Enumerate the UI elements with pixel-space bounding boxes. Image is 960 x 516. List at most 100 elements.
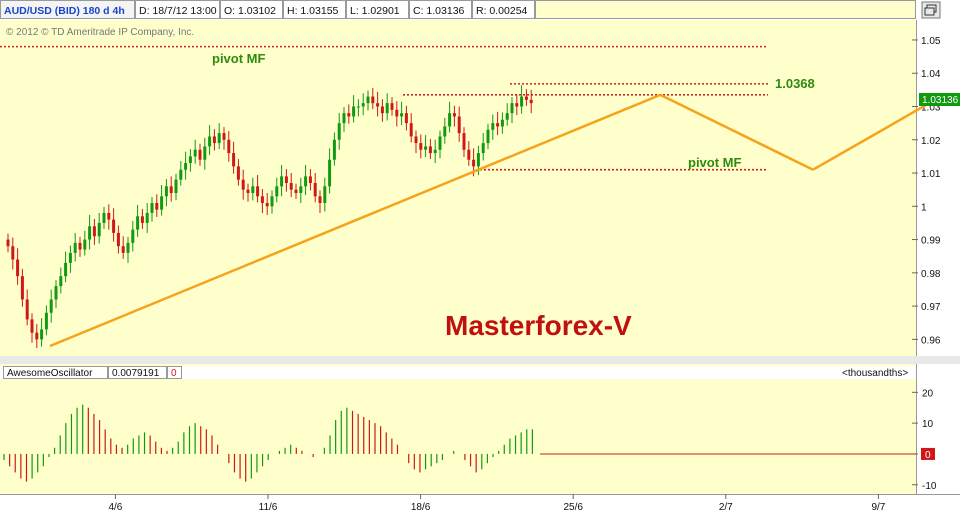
- candle-body: [385, 103, 389, 114]
- candle-body: [371, 96, 375, 104]
- candle-body: [35, 332, 39, 340]
- candle-body: [328, 159, 332, 187]
- low-readout: L: 1.02901: [350, 5, 400, 17]
- x-axis: [0, 494, 960, 516]
- price-tick-label: 1.04: [921, 69, 941, 80]
- indicator-value: 0.0079191: [112, 368, 160, 379]
- candle-body: [40, 329, 44, 340]
- candle-body: [145, 212, 149, 223]
- candle-body: [505, 113, 509, 120]
- oscillator-y-axis: 20100-100: [540, 388, 937, 492]
- copyright-notice: © 2012 © TD Ameritrade IP Company, Inc.: [6, 27, 194, 38]
- candle-body: [452, 113, 456, 117]
- x-tick-label: 9/7: [871, 502, 885, 513]
- candle-body: [184, 163, 188, 170]
- candle-body: [462, 133, 466, 150]
- candle-body: [414, 136, 418, 144]
- candle-body: [347, 113, 351, 117]
- candle-body: [217, 133, 221, 144]
- candle-body: [193, 149, 197, 157]
- candle-body: [476, 153, 480, 167]
- candle-body: [529, 99, 533, 104]
- level-label: 1.0368: [775, 76, 815, 91]
- trend-segment: [659, 93, 814, 171]
- candle-body: [208, 136, 212, 147]
- x-axis-ticks: 4/611/618/625/62/79/716/723/730/76/813/8: [108, 494, 886, 513]
- osc-zero-tag: [921, 447, 935, 460]
- candle-body: [486, 129, 490, 144]
- osc-tick-label: 10: [922, 419, 934, 430]
- candle-body: [126, 242, 130, 253]
- candle-body: [25, 299, 29, 320]
- price-tick-label: 1: [921, 202, 927, 213]
- x-tick-label: 4/6: [108, 502, 122, 513]
- candle-body: [164, 186, 168, 197]
- candle-body: [260, 196, 264, 203]
- candle-body: [222, 133, 226, 140]
- candle-body: [198, 149, 202, 160]
- candle-body: [491, 123, 495, 130]
- candle-body: [380, 106, 384, 114]
- last-price-tag: 1.03136: [919, 93, 960, 106]
- candle-body: [107, 212, 111, 220]
- restore-window-icon[interactable]: [921, 1, 941, 19]
- candle-body: [376, 103, 380, 107]
- oscillator-bars: [3, 404, 533, 482]
- candle-body: [136, 216, 140, 230]
- candle-body: [174, 179, 178, 193]
- oscillator-panel: AwesomeOscillator 0.0079191 0 <thousandt…: [0, 356, 960, 494]
- candle-body: [203, 146, 207, 160]
- pivot-levels: [0, 45, 768, 171]
- candle-body: [275, 186, 279, 197]
- open-readout: O: 1.03102: [224, 5, 276, 17]
- candle-body: [265, 202, 269, 207]
- candle-body: [481, 143, 485, 154]
- candle-body: [251, 186, 255, 193]
- candle-body: [323, 186, 327, 203]
- candle-body: [457, 116, 461, 134]
- price-tick-label: 0.97: [921, 302, 941, 313]
- candle-body: [131, 229, 135, 243]
- candle-body: [64, 262, 68, 277]
- candle-body: [318, 196, 322, 203]
- symbol-cell[interactable]: [0, 0, 135, 19]
- candle-body: [169, 186, 173, 193]
- candle-body: [428, 146, 432, 154]
- range-readout: R: 0.00254: [476, 5, 528, 17]
- last-price-value: 1.03136: [922, 95, 959, 106]
- pivot-right-label: pivot MF: [688, 155, 741, 170]
- candle-body: [366, 96, 370, 104]
- trend-lines: [49, 93, 945, 348]
- candle-body: [212, 136, 216, 144]
- watermark-text: Masterforex-V: [445, 310, 632, 341]
- trend-segment: [812, 93, 945, 171]
- candle-body: [44, 312, 48, 330]
- candle-body: [510, 103, 514, 114]
- x-tick-label: 18/6: [411, 502, 431, 513]
- candle-body: [448, 113, 452, 127]
- indicator-zero: 0: [171, 368, 177, 379]
- candle-body: [332, 139, 336, 160]
- indicator-name: AwesomeOscillator: [7, 368, 93, 379]
- candle-body: [390, 103, 394, 110]
- candle-body: [88, 226, 92, 240]
- candle-body: [424, 146, 428, 150]
- trend-segment: [49, 93, 661, 348]
- candle-body: [83, 239, 87, 250]
- price-tick-label: 1.03: [921, 102, 941, 113]
- candle-body: [30, 319, 34, 333]
- pivot-top-label: pivot MF: [212, 51, 265, 66]
- indicator-name-box[interactable]: [3, 366, 108, 379]
- price-y-axis: 1.05 1.04 1.03 1.02 1.01 1 0.99 0.98 0.97 0.96: [912, 36, 941, 346]
- candle-body: [433, 149, 437, 154]
- candle-body: [112, 219, 116, 233]
- candle-body: [443, 126, 447, 137]
- candle-body: [467, 149, 471, 160]
- indicator-unit: <thousandths>: [842, 368, 908, 379]
- candle-body: [419, 143, 423, 150]
- candle-body: [256, 186, 260, 197]
- price-panel: © 2012 © TD Ameritrade IP Company, Inc.: [0, 20, 960, 356]
- candle-body: [227, 139, 231, 154]
- candle-body: [524, 96, 528, 100]
- candle-body: [284, 176, 288, 184]
